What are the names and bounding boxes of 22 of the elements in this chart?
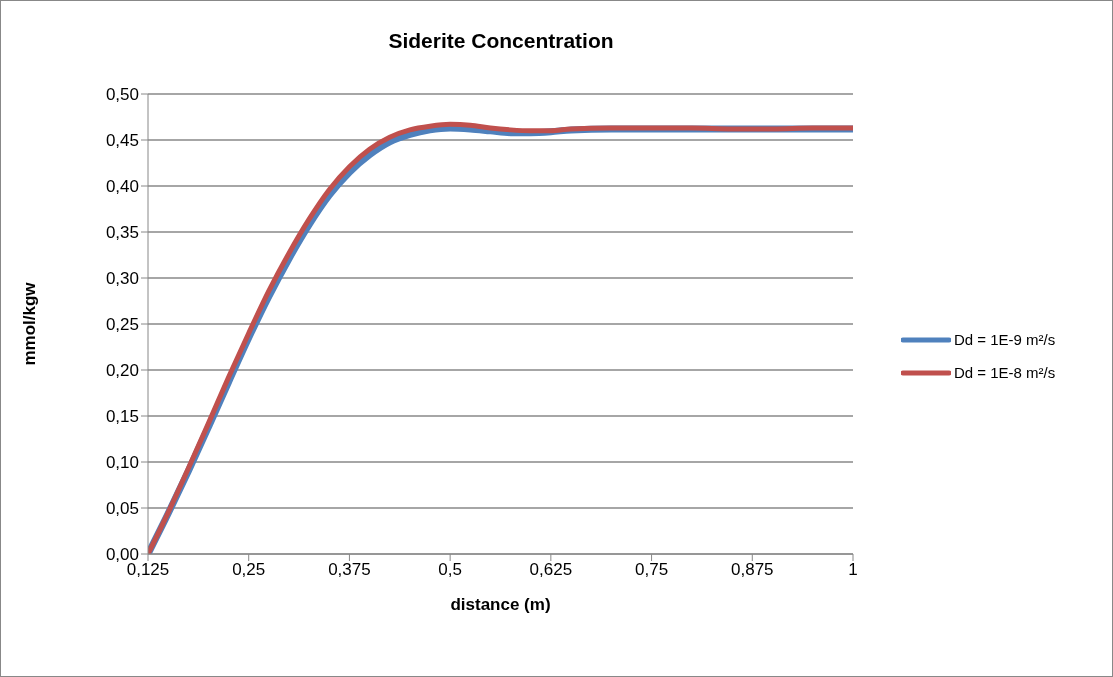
- y-tick-label: 0,40: [105, 177, 139, 197]
- x-tick-label: 0,75: [635, 560, 669, 580]
- y-tick-label: 0,25: [105, 315, 139, 335]
- y-tick-label: 0,35: [105, 223, 139, 243]
- y-axis-title: mmol/kgw: [20, 281, 40, 366]
- y-tick-label: 0,20: [105, 361, 139, 381]
- y-tick-label: 0,15: [105, 407, 139, 427]
- y-tick-label: 0,30: [105, 269, 139, 289]
- x-tick-label: 1: [848, 560, 858, 580]
- x-tick-label: 0,5: [438, 560, 462, 580]
- y-tick-label: 0,05: [105, 499, 139, 519]
- x-tick-label: 0,375: [328, 560, 371, 580]
- legend-label: Dd = 1E-8 m²/s: [954, 364, 1056, 381]
- x-tick-label: 0,625: [529, 560, 573, 580]
- y-tick-label: 0,50: [105, 85, 139, 105]
- x-axis-title: distance (m): [450, 595, 551, 615]
- chart-title: Siderite Concentration: [387, 29, 615, 53]
- x-tick-label: 0,25: [232, 560, 266, 580]
- legend-label: Dd = 1E-9 m²/s: [954, 331, 1056, 348]
- y-tick-label: 0,45: [105, 131, 139, 151]
- x-tick-label: 0,875: [731, 560, 774, 580]
- y-tick-label: 0,10: [105, 453, 139, 473]
